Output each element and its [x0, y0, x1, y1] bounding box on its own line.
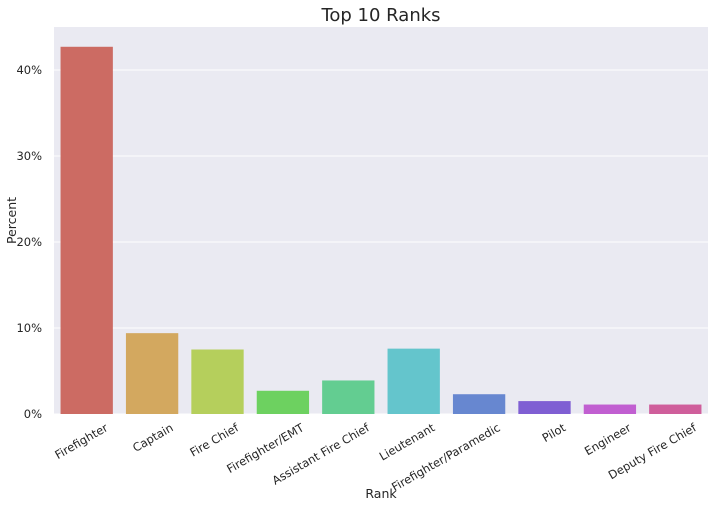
y-tick-label: 10% — [16, 321, 42, 335]
x-tick-label: Fire Chief — [187, 420, 241, 460]
bar — [191, 349, 244, 414]
x-tick-label: Pilot — [540, 420, 569, 445]
y-tick-labels: 0% 10% 20% 30% 40% — [16, 63, 42, 421]
y-axis-label: Percent — [4, 197, 19, 244]
bar — [125, 333, 179, 414]
x-tick-label: Engineer — [582, 420, 634, 458]
bar — [518, 401, 571, 414]
bar — [649, 404, 702, 414]
bar — [322, 380, 375, 414]
x-axis-label: Rank — [365, 486, 397, 501]
x-tick-label: Firefighter/Paramedic — [389, 420, 502, 494]
chart-title: Top 10 Ranks — [320, 5, 440, 26]
y-tick-label: 20% — [16, 235, 42, 249]
x-tick-labels: Firefighter Captain Fire Chief Firefighter/… — [52, 420, 699, 494]
x-tick-label: Captain — [130, 420, 175, 454]
y-tick-label: 30% — [16, 149, 42, 163]
bar — [60, 46, 113, 414]
y-tick-label: 0% — [24, 407, 42, 421]
bar — [452, 394, 506, 414]
bar — [256, 390, 310, 414]
bar — [387, 348, 440, 414]
bars — [60, 46, 702, 414]
x-tick-label: Lieutenant — [377, 420, 438, 463]
bar — [583, 404, 637, 414]
x-tick-label: Firefighter — [52, 420, 110, 462]
y-tick-label: 40% — [16, 63, 42, 77]
